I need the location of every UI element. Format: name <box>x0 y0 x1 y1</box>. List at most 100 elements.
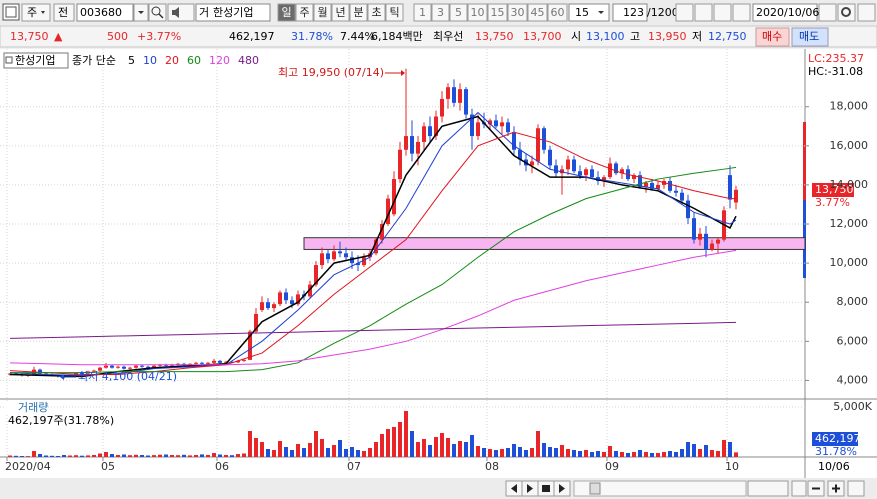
candle-body <box>608 163 612 178</box>
volume-bar <box>20 456 24 457</box>
candle-body <box>350 257 354 264</box>
y-tick-label: 14,000 <box>830 178 869 191</box>
volume-bar <box>644 452 648 457</box>
sell-button[interactable] <box>791 27 829 47</box>
tool-button[interactable] <box>818 3 837 22</box>
interval-text: 5 <box>455 6 462 19</box>
settings-button[interactable] <box>837 3 856 22</box>
volume-bar <box>446 438 450 457</box>
interval-button[interactable] <box>467 3 488 22</box>
period-button[interactable] <box>385 3 404 22</box>
candle-body <box>134 365 138 368</box>
tool-button[interactable] <box>732 3 751 22</box>
candle-body <box>92 370 96 372</box>
type-select[interactable] <box>21 3 51 22</box>
interval-button[interactable] <box>449 3 468 22</box>
buy-button[interactable] <box>755 27 790 47</box>
interval-select[interactable] <box>568 3 610 22</box>
interval-button[interactable] <box>507 3 528 22</box>
volume-bar <box>290 450 294 457</box>
volume-bar <box>704 445 708 457</box>
volume-bar <box>680 449 684 457</box>
candle-body <box>656 184 660 189</box>
volume-bar <box>494 450 498 457</box>
volume-bar <box>572 450 576 457</box>
volume-bar <box>32 451 36 457</box>
interval-button[interactable] <box>527 3 548 22</box>
volume-bar <box>452 444 456 457</box>
candle-body <box>260 302 264 311</box>
volume-bar <box>254 438 258 457</box>
volume-bar <box>248 431 252 457</box>
menu-icon[interactable] <box>2 3 20 21</box>
search-button[interactable] <box>148 3 167 22</box>
change-rate: +3.77% <box>137 30 181 43</box>
interval-button[interactable] <box>547 3 568 22</box>
candle-body <box>194 362 198 364</box>
candle-body <box>698 233 702 240</box>
candle-body <box>80 372 84 374</box>
candle-body <box>110 365 114 368</box>
x-tick-label: 07 <box>347 460 361 473</box>
ma-line <box>9 115 737 378</box>
interval-text: 60 <box>551 6 565 19</box>
volume-bar <box>26 456 30 457</box>
volume-bar <box>554 448 558 457</box>
period-button[interactable] <box>295 3 314 22</box>
candle-body <box>500 122 504 127</box>
volume-bar <box>212 453 216 457</box>
open-label: 시 <box>571 30 581 43</box>
candle-body <box>422 126 426 142</box>
period-button[interactable] <box>313 3 332 22</box>
candle-body <box>98 367 102 371</box>
candle-body <box>266 302 270 309</box>
tool-button[interactable] <box>857 3 876 22</box>
volume-bar <box>614 451 618 457</box>
candle-body <box>212 360 216 363</box>
legend: 5 10 20 60 120 480 <box>128 54 259 67</box>
tool-button[interactable] <box>791 480 807 497</box>
ma-line <box>9 249 737 366</box>
zoom-track[interactable] <box>573 480 747 497</box>
candle-body <box>140 365 144 367</box>
tool-button[interactable] <box>713 3 732 22</box>
code-input[interactable] <box>76 3 134 22</box>
volume-bar <box>674 452 678 457</box>
volume-bar <box>314 431 318 457</box>
candle-body <box>320 253 324 266</box>
tool-button[interactable] <box>694 3 713 22</box>
prev-button[interactable] <box>53 3 75 22</box>
bid: 13,700 <box>523 30 562 43</box>
candle-body <box>476 122 480 137</box>
interval-button[interactable] <box>431 3 450 22</box>
high-label: 고 <box>630 30 640 43</box>
sound-button[interactable] <box>167 3 195 22</box>
volume-bar <box>404 411 408 457</box>
interval-button[interactable] <box>413 3 432 22</box>
period-button[interactable] <box>331 3 350 22</box>
legend-entry: 480 <box>238 54 259 67</box>
dropdown-arrow <box>598 11 604 14</box>
candle-body <box>386 198 390 225</box>
tool-button[interactable] <box>747 480 789 497</box>
volume-bar <box>200 454 204 457</box>
candle-body <box>488 120 492 125</box>
volume-bar <box>482 448 486 457</box>
period-button[interactable] <box>277 3 296 22</box>
zoom-thumb[interactable] <box>589 482 601 495</box>
candle-body <box>632 175 636 180</box>
candle-body <box>494 120 498 127</box>
name-box[interactable] <box>195 3 271 22</box>
period-button[interactable] <box>367 3 386 22</box>
volume-bar <box>362 451 366 457</box>
date-input[interactable] <box>752 3 818 22</box>
volume-bar <box>128 455 132 457</box>
interval-button[interactable] <box>487 3 508 22</box>
tool-button[interactable] <box>675 3 694 22</box>
tool-button[interactable] <box>847 480 865 497</box>
period-button[interactable] <box>349 3 368 22</box>
y-tick-label: 8,000 <box>837 295 869 308</box>
candle-body <box>248 331 252 360</box>
count-input[interactable] <box>612 3 648 22</box>
candle-body <box>242 359 246 361</box>
